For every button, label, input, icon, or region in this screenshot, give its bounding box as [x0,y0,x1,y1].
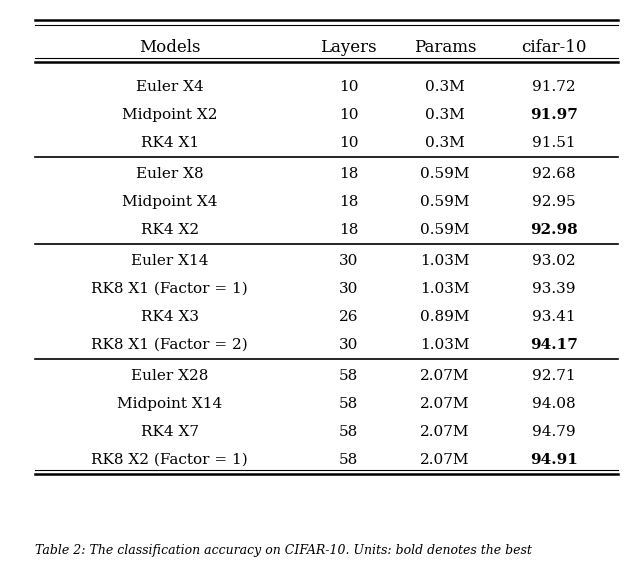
Text: RK4 X2: RK4 X2 [141,223,198,237]
Text: 58: 58 [339,453,358,467]
Text: 91.97: 91.97 [530,108,577,122]
Text: Midpoint X2: Midpoint X2 [122,108,218,122]
Text: 92.98: 92.98 [530,223,577,237]
Text: 10: 10 [339,136,358,150]
Text: Midpoint X4: Midpoint X4 [122,195,218,209]
Text: 30: 30 [339,254,358,268]
Text: 94.79: 94.79 [532,425,575,439]
Text: 0.3M: 0.3M [425,108,465,122]
Text: 91.51: 91.51 [532,136,575,150]
Text: RK4 X7: RK4 X7 [141,425,198,439]
Text: 10: 10 [339,108,358,122]
Text: 2.07M: 2.07M [420,369,470,383]
Text: RK4 X1: RK4 X1 [141,136,198,150]
Text: 92.68: 92.68 [532,167,575,181]
Text: Euler X28: Euler X28 [131,369,208,383]
Text: 0.59M: 0.59M [420,223,470,237]
Text: RK4 X3: RK4 X3 [141,310,198,324]
Text: 58: 58 [339,397,358,411]
Text: 94.08: 94.08 [532,397,575,411]
Text: 0.59M: 0.59M [420,167,470,181]
Text: Params: Params [413,39,476,56]
Text: Table 2: The classification accuracy on CIFAR-10. Units: bold denotes the best: Table 2: The classification accuracy on … [35,545,532,557]
Text: 18: 18 [339,195,358,209]
Text: 93.02: 93.02 [532,254,575,268]
Text: 18: 18 [339,223,358,237]
Text: 94.17: 94.17 [530,338,577,352]
Text: Euler X14: Euler X14 [131,254,209,268]
Text: 93.41: 93.41 [532,310,575,324]
Text: 1.03M: 1.03M [420,282,470,296]
Text: 2.07M: 2.07M [420,453,470,467]
Text: 58: 58 [339,425,358,439]
Text: 0.3M: 0.3M [425,80,465,94]
Text: 0.3M: 0.3M [425,136,465,150]
Text: 93.39: 93.39 [532,282,575,296]
Text: 94.91: 94.91 [530,453,577,467]
Text: 0.59M: 0.59M [420,195,470,209]
Text: 92.71: 92.71 [532,369,575,383]
Text: 92.95: 92.95 [532,195,575,209]
Text: 0.89M: 0.89M [420,310,470,324]
Text: 2.07M: 2.07M [420,397,470,411]
Text: cifar-10: cifar-10 [521,39,586,56]
Text: RK8 X1 (Factor = 2): RK8 X1 (Factor = 2) [92,338,248,352]
Text: Models: Models [139,39,200,56]
Text: 30: 30 [339,282,358,296]
Text: 58: 58 [339,369,358,383]
Text: Midpoint X14: Midpoint X14 [117,397,222,411]
Text: 91.72: 91.72 [532,80,575,94]
Text: Layers: Layers [321,39,377,56]
Text: 1.03M: 1.03M [420,254,470,268]
Text: RK8 X1 (Factor = 1): RK8 X1 (Factor = 1) [92,282,248,296]
Text: 26: 26 [339,310,358,324]
Text: RK8 X2 (Factor = 1): RK8 X2 (Factor = 1) [92,453,248,467]
Text: 1.03M: 1.03M [420,338,470,352]
Text: 2.07M: 2.07M [420,425,470,439]
Text: 10: 10 [339,80,358,94]
Text: 30: 30 [339,338,358,352]
Text: Euler X4: Euler X4 [136,80,204,94]
Text: Euler X8: Euler X8 [136,167,204,181]
Text: 18: 18 [339,167,358,181]
